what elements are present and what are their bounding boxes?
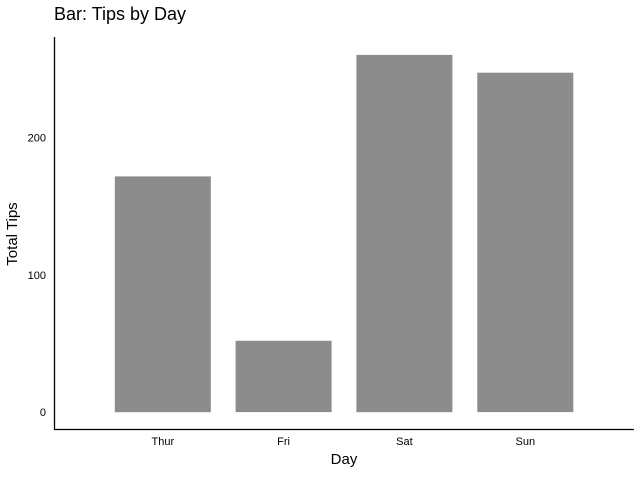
x-tick-label-fri: Fri [277,436,290,448]
x-tick-labels: Thur Fri Sat Sun [151,436,535,448]
bar-sat [356,54,453,413]
y-axis-label: Total Tips [4,202,21,265]
bars-group [114,54,574,413]
chart-title: Bar: Tips by Day [54,4,186,24]
y-tick-label-0: 0 [40,407,46,419]
x-tick-label-sat: Sat [396,436,413,448]
bar-sun [477,72,574,413]
bar-fri [235,340,332,413]
bar-thur [114,176,211,413]
x-tick-label-sun: Sun [516,436,536,448]
x-axis-label: Day [331,451,358,468]
y-tick-label-200: 200 [28,133,46,145]
y-tick-label-100: 100 [28,270,46,282]
x-tick-label-thur: Thur [151,436,174,448]
y-tick-labels: 0 100 200 [28,133,46,419]
